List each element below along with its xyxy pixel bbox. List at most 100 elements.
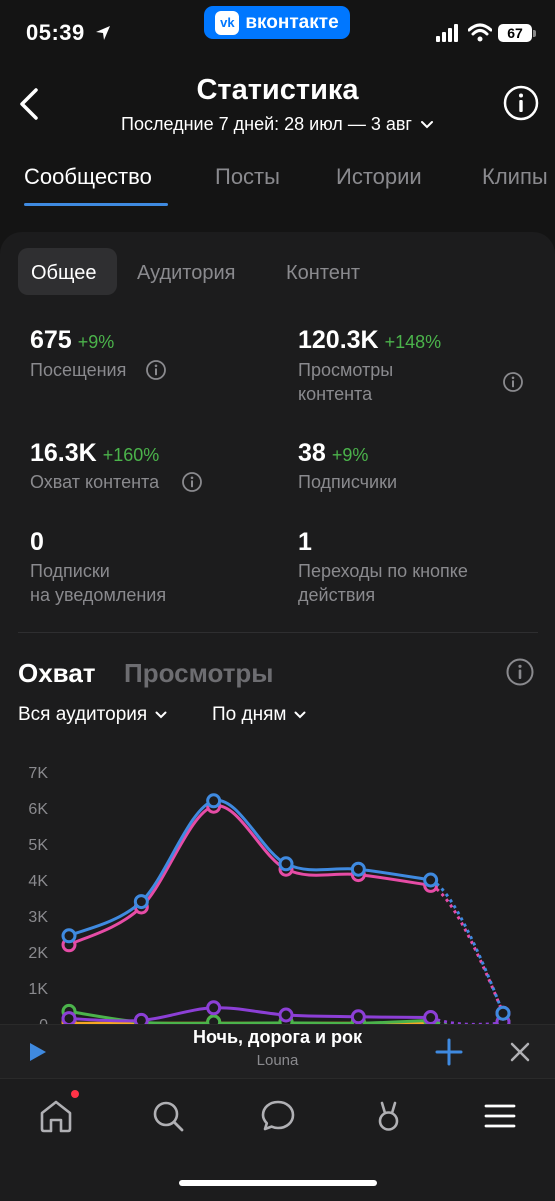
subscribers-delta: +9% [331,445,369,465]
visits-label: Посещения [30,360,127,380]
notif-subs-label-line1: Подписки [30,561,110,581]
cellular-signal-icon [436,24,458,42]
data-point[interactable] [423,1010,439,1024]
granularity-filter-label: По дням [212,704,287,725]
chart-tab-reach[interactable]: Охват [18,658,96,688]
clips-icon[interactable] [371,1098,407,1134]
menu-icon[interactable] [482,1098,518,1134]
data-point[interactable] [278,856,294,872]
y-tick-label: 1K [28,981,48,998]
app-badge[interactable]: vk вконтакте [204,6,350,39]
notif-subs-value: 0 [30,528,44,556]
data-point[interactable] [206,793,222,809]
chart-info-button[interactable] [505,657,535,687]
app-badge-label: вконтакте [245,11,339,33]
content-reach-value: 16.3K [30,439,97,467]
content-views-label-line1: Просмотры [298,360,394,380]
action-clicks-value: 1 [298,528,312,556]
audience-filter[interactable]: Вся аудитория [18,704,167,726]
messages-icon[interactable] [260,1098,296,1134]
chart-tab-views[interactable]: Просмотры [124,658,274,688]
content-reach-metric: 16.3K +160% [30,439,159,468]
data-point[interactable] [61,928,77,944]
content-reach-info-icon[interactable] [181,471,203,493]
tab-posts[interactable]: Посты [215,164,280,189]
subtab-audience[interactable]: Аудитория [137,262,236,284]
subtab-content[interactable]: Контент [286,262,361,284]
content-reach-label: Охват контента [30,472,160,492]
add-track-icon[interactable] [435,1038,463,1066]
period-selector[interactable]: Последние 7 дней: 28 июл — 3 авг [0,114,555,135]
tab-stories[interactable]: Истории [336,164,422,189]
y-axis: 7K 6K 5K 4K 3K 2K 1K 0 [28,765,48,1024]
y-tick-label: 2K [28,945,48,962]
info-button[interactable] [502,84,540,122]
chevron-down-icon [294,711,306,719]
action-clicks-label-line2: действия [298,585,376,605]
subscribers-value: 38 [298,439,326,467]
divider [18,632,538,633]
battery-indicator: 67 [498,24,532,42]
data-point[interactable] [61,1011,77,1024]
data-point[interactable] [133,894,149,910]
page-title: Статистика [196,74,359,106]
search-icon[interactable] [150,1098,186,1134]
tab-community[interactable]: Сообщество [24,164,152,189]
y-tick-label: 5K [28,837,48,854]
status-time: 05:39 [26,20,85,45]
content-reach-delta: +160% [102,445,160,465]
data-point[interactable] [206,1000,222,1016]
reach-chart: 7K 6K 5K 4K 3K 2K 1K 0 [28,765,511,1024]
data-point[interactable] [206,1014,222,1024]
location-arrow-icon [96,26,110,40]
active-tab-indicator [24,203,168,206]
play-icon[interactable] [28,1041,48,1063]
visits-delta: +9% [77,332,115,352]
close-icon[interactable] [509,1041,531,1063]
tab-clips[interactable]: Клипы [482,164,548,189]
content-views-info-icon[interactable] [502,371,524,393]
section-tabs: Сообщество Посты Истории Клипы [0,164,555,208]
visits-metric: 675 +9% [30,326,114,355]
content-views-label-line2: контента [298,384,373,404]
notif-subs-label: Подписки на уведомления [30,559,166,607]
chart-series-layer [61,793,511,1024]
chevron-down-icon [155,711,167,719]
visits-value: 675 [30,326,72,354]
action-clicks-label: Переходы по кнопке действия [298,559,468,607]
content-views-label: Просмотры контента [298,358,393,406]
content-views-delta: +148% [384,332,442,352]
home-indicator [179,1180,377,1186]
y-tick-label: 0 [39,1017,48,1024]
track-title: Ночь, дорога и рок [192,1027,363,1047]
home-icon[interactable] [38,1098,74,1134]
data-point[interactable] [278,1007,294,1023]
data-point[interactable] [350,1009,366,1024]
wifi-icon [468,23,492,42]
data-point[interactable] [495,1005,511,1021]
y-tick-label: 3K [28,909,48,926]
data-point[interactable] [423,872,439,888]
subtab-active-background [18,248,117,295]
series-line-forecast [429,878,505,1014]
mini-player[interactable] [0,1024,555,1079]
audience-filter-label: Вся аудитория [18,704,148,725]
visits-info-icon[interactable] [145,359,167,381]
y-tick-label: 6K [28,801,48,818]
y-tick-label: 7K [28,765,48,782]
data-point[interactable] [133,1012,149,1024]
action-clicks-label-line1: Переходы по кнопке [298,561,468,581]
notif-subs-label-line2: на уведомления [30,585,167,605]
home-notification-badge [71,1090,79,1098]
series-line-forecast [430,1016,504,1024]
track-artist: Louna [256,1052,299,1069]
subscribers-metric: 38 +9% [298,439,368,468]
subtab-general[interactable]: Общее [31,262,97,284]
granularity-filter[interactable]: По дням [212,704,306,726]
period-label: Последние 7 дней: 28 июл — 3 авг [121,114,412,134]
back-button[interactable] [14,86,44,122]
vk-logo-icon: vk [215,10,240,35]
data-point[interactable] [350,861,366,877]
content-views-metric: 120.3K +148% [298,326,441,355]
battery-tip [533,30,536,37]
